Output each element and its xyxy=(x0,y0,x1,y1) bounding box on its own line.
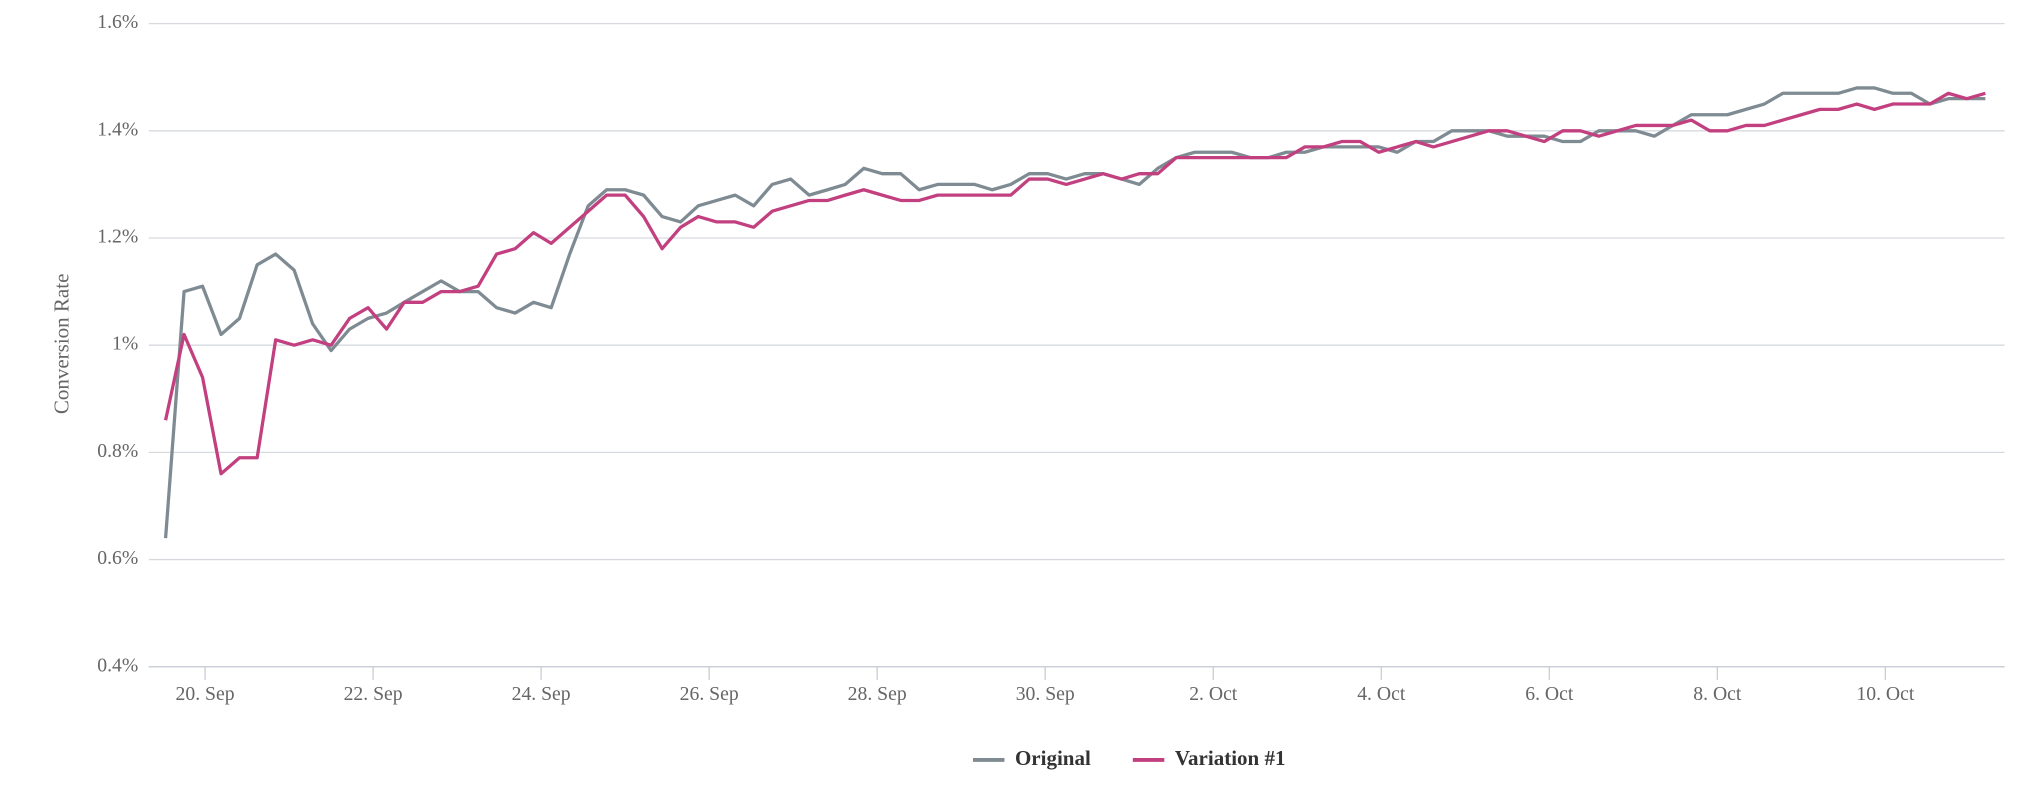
x-tick-label: 6. Oct xyxy=(1525,683,1574,705)
y-tick-label: 1.2% xyxy=(97,226,138,248)
y-tick-label: 1% xyxy=(112,333,138,355)
x-tick-label: 20. Sep xyxy=(176,683,235,705)
x-tick-label: 8. Oct xyxy=(1693,683,1742,705)
x-tick-label: 26. Sep xyxy=(680,683,739,705)
x-tick-label: 4. Oct xyxy=(1357,683,1406,705)
x-tick-label: 28. Sep xyxy=(848,683,907,705)
x-tick-label: 2. Oct xyxy=(1189,683,1238,705)
series-line xyxy=(163,86,1986,539)
x-tick-label: 10. Oct xyxy=(1856,683,1914,705)
x-tick-label: 30. Sep xyxy=(1016,683,1075,705)
y-axis-title: Conversion Rate xyxy=(49,274,73,415)
x-tick-label: 22. Sep xyxy=(344,683,403,705)
y-tick-label: 1.4% xyxy=(97,118,138,140)
y-tick-label: 0.6% xyxy=(97,547,138,569)
y-tick-label: 0.8% xyxy=(97,440,138,462)
y-tick-label: 0.4% xyxy=(97,654,138,676)
legend-label: Variation #1 xyxy=(1175,746,1286,770)
legend-label: Original xyxy=(1015,746,1091,770)
y-tick-label: 1.6% xyxy=(97,11,138,33)
series-line xyxy=(163,91,1986,476)
x-tick-label: 24. Sep xyxy=(512,683,571,705)
